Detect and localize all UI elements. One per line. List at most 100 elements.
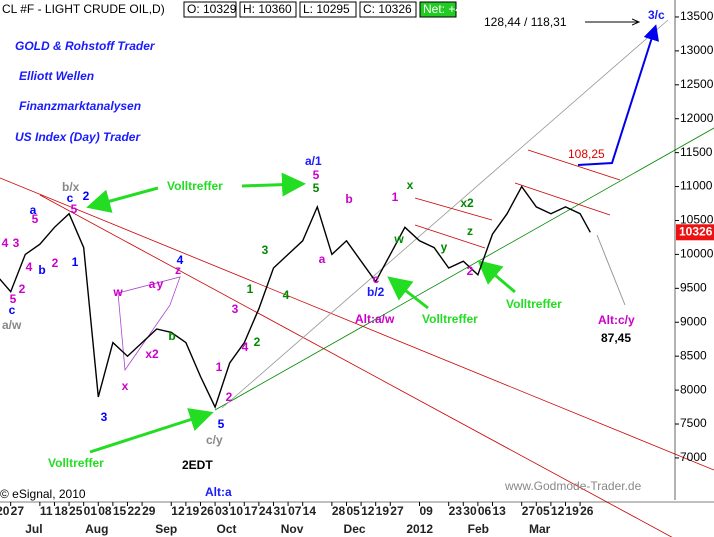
x-tick-label: 26 (200, 504, 214, 518)
hit-arrow (241, 172, 306, 197)
wave-label: 5 (218, 417, 225, 431)
y-tick-label: 13500 (680, 9, 714, 23)
hit-arrow (477, 260, 516, 294)
x-tick-label: 03 (215, 504, 229, 518)
wave-label: a (30, 203, 37, 217)
annotation: 3/c (648, 8, 665, 22)
wave-label: a (319, 252, 326, 266)
hit-arrow (89, 408, 214, 454)
x-tick-label: 27 (522, 504, 536, 518)
x-tick-label: 19 (186, 504, 200, 518)
y-tick-label: 12000 (680, 111, 714, 125)
y-tick-label: 8500 (680, 348, 707, 362)
annotation: Elliott Wellen (19, 69, 94, 83)
x-tick-label: 18 (54, 504, 68, 518)
wave-label: 3 (13, 236, 20, 250)
header-box (419, 1, 457, 18)
wave-label: z (175, 263, 181, 277)
wave-label: 5 (10, 292, 17, 306)
annotation: Volltreffer (422, 312, 478, 326)
annotation: Volltreffer (167, 179, 223, 193)
x-tick-label: 23 (449, 504, 463, 518)
x-tick-label: 05 (346, 504, 360, 518)
y-tick-label: 10500 (680, 213, 714, 227)
wave-label: 2 (83, 189, 90, 203)
x-tick-label: 10 (230, 504, 244, 518)
y-tick-label: 9000 (680, 314, 707, 328)
x-tick-label: 11 (40, 504, 53, 518)
x-tick-label: 27 (11, 504, 25, 518)
annotation: c/y (206, 433, 223, 447)
wave-label: z (467, 224, 473, 238)
last-price-box (676, 224, 714, 241)
channel-line (414, 197, 493, 221)
header-field: H: 10360 (243, 2, 292, 16)
header: CL #F - LIGHT CRUDE OIL,D) (2, 2, 165, 16)
x-tick-label: 07 (288, 504, 302, 518)
y-tick-label: 11000 (680, 179, 713, 193)
header-field: C: 10326 (363, 2, 412, 16)
annotation: © eSignal, 2010 (0, 487, 86, 501)
wave-label: 5 (313, 181, 320, 195)
wave-label: 3 (101, 410, 108, 424)
annotation: www.Godmode-Trader.de (504, 479, 642, 493)
x-tick-label: 22 (127, 504, 141, 518)
wave-label: y (157, 277, 164, 291)
wave-label: b (345, 192, 352, 206)
month-label: Feb (468, 522, 489, 536)
wave-label: 4 (283, 288, 290, 302)
wave-label: 5 (71, 202, 78, 216)
hit-arrow (86, 186, 159, 213)
wave-label: 4 (26, 260, 33, 274)
annotation: b/x (62, 180, 80, 194)
x-tick-label: 27 (390, 504, 404, 518)
month-label: Sep (155, 522, 177, 536)
annotation: Volltreffer (48, 456, 104, 470)
wave-label: 1 (72, 255, 79, 269)
x-tick-label: 09 (419, 504, 433, 518)
hit-arrow (387, 276, 429, 310)
x-tick-label: 12 (361, 504, 375, 518)
trend-line (39, 194, 673, 537)
wave-label: 5 (32, 212, 39, 226)
y-tick-label: 13000 (680, 43, 714, 57)
y-tick-label: 7500 (680, 416, 707, 430)
x-tick-label: 19 (565, 504, 579, 518)
trend-lines (0, 20, 714, 537)
annotation: b/2 (367, 285, 385, 299)
y-tick-label: 9500 (680, 281, 707, 295)
wave-label: 1 (247, 282, 254, 296)
x-tick-label: 01 (84, 504, 98, 518)
channel-line (527, 149, 621, 181)
header-box (239, 1, 297, 18)
month-label: Dec (344, 522, 366, 536)
wave-label: c (9, 303, 16, 317)
wave-label: 2 (254, 335, 261, 349)
x-tick-label: 14 (303, 504, 317, 518)
x-tick-label: 29 (142, 504, 156, 518)
wave-label: 4 (2, 236, 9, 250)
y-tick-label: 10000 (680, 247, 714, 261)
trend-line (214, 127, 714, 411)
x-tick-label: 31 (273, 504, 287, 518)
wave-label: x (122, 379, 129, 393)
annotation: 2EDT (182, 458, 213, 472)
annotation: a/1 (305, 154, 322, 168)
y-tick-label: 11500 (680, 145, 713, 159)
wave-label: 2 (19, 282, 26, 296)
x-tick-label: 25 (69, 504, 83, 518)
wave-label: w (393, 232, 404, 246)
header-field: O: 10329 (187, 2, 237, 16)
wave-label: a (149, 277, 156, 291)
x-tick-label: 30 (463, 504, 477, 518)
x-tick-label: 12 (171, 504, 185, 518)
wave-label: 2 (467, 264, 474, 278)
y-tick-label: 12500 (680, 77, 714, 91)
annotation: Alt:a/w (355, 312, 395, 326)
wave-label: 4 (177, 253, 184, 267)
wave-channel (117, 276, 181, 372)
x-tick-label: 17 (244, 504, 258, 518)
month-label: Jul (25, 522, 42, 536)
x-tick-label: 05 (536, 504, 550, 518)
